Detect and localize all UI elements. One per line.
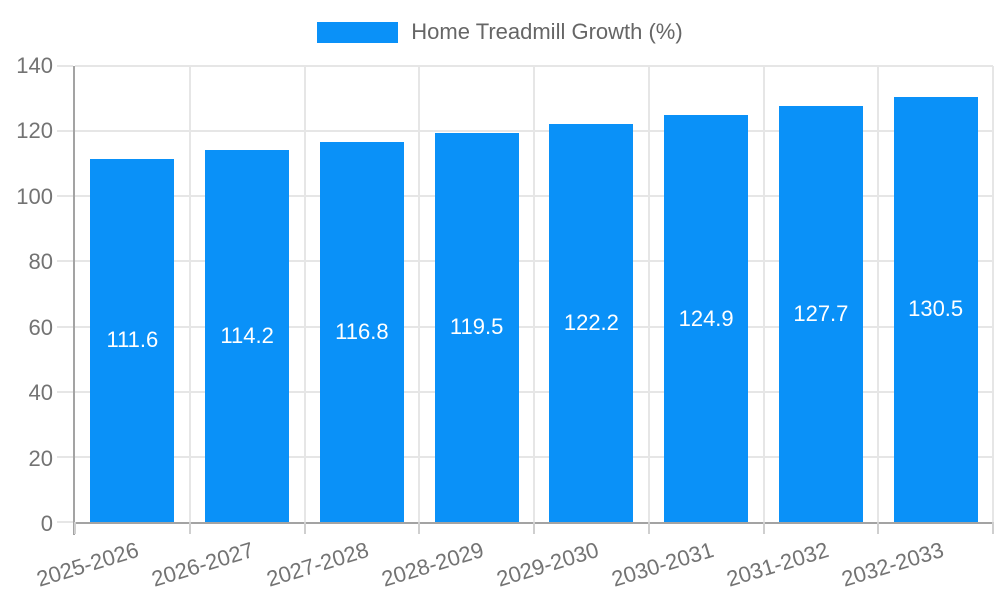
x-tick: [992, 522, 994, 534]
bar-value-label: 119.5: [449, 314, 504, 340]
y-tick: [57, 195, 73, 198]
y-axis-tick-label: 0: [40, 511, 53, 536]
x-axis-tick-label: 2026-2027: [148, 537, 257, 592]
bar[interactable]: 122.2: [549, 123, 634, 522]
bar[interactable]: 127.7: [778, 106, 863, 522]
bar[interactable]: 130.5: [893, 96, 978, 522]
bar-value-label: 116.8: [335, 318, 389, 344]
bar-value-label: 124.9: [678, 305, 734, 331]
y-tick: [57, 260, 73, 263]
x-tick: [303, 522, 306, 534]
x-axis-tick-label: 2030-2031: [608, 537, 717, 592]
bar[interactable]: 124.9: [664, 115, 749, 522]
bar-value-label: 122.2: [563, 309, 619, 335]
x-gridline: [418, 66, 421, 522]
x-axis-tick-label: 2028-2029: [378, 537, 487, 592]
bar[interactable]: 111.6: [90, 158, 175, 522]
y-axis-tick-label: 60: [28, 314, 53, 340]
y-tick: [57, 390, 73, 393]
plot-area: 111.6 114.2 116.8 119.5 122.2 124.9 127.7 130.5: [57, 65, 994, 535]
x-axis-tick-label: 2031-2032: [723, 537, 832, 592]
x-tick: [647, 522, 650, 534]
y-axis-tick-label: 80: [28, 249, 53, 275]
bar-value-label: 111.6: [106, 327, 159, 353]
x-gridline: [188, 66, 191, 522]
x-axis-tick-label: 2025-2026: [33, 537, 142, 592]
x-gridline: [877, 66, 880, 522]
x-tick: [762, 522, 765, 534]
bar[interactable]: 116.8: [319, 141, 404, 522]
bar-value-label: 127.7: [793, 301, 849, 327]
x-gridline: [992, 66, 994, 522]
legend-swatch: [317, 21, 399, 43]
x-tick: [533, 522, 535, 534]
x-axis-tick-label: 2029-2030: [493, 537, 602, 592]
x-axis-tick-label: 2032-2033: [838, 537, 947, 592]
bar[interactable]: 114.2: [205, 150, 290, 522]
x-gridline: [303, 66, 306, 522]
bar[interactable]: 119.5: [434, 132, 519, 522]
y-axis-tick-label: 120: [16, 118, 53, 144]
y-tick: [57, 65, 73, 67]
x-tick: [877, 522, 880, 534]
y-tick: [57, 325, 73, 328]
x-gridline: [533, 66, 535, 522]
x-axis-tick-label: 2027-2028: [263, 537, 372, 592]
y-tick: [57, 521, 73, 523]
x-gridline: [647, 66, 650, 522]
y-tick: [57, 455, 73, 458]
x-tick: [188, 522, 191, 534]
y-axis-tick-label: 40: [28, 380, 53, 406]
x-tick: [74, 522, 76, 534]
chart-legend-item[interactable]: Home Treadmill Growth (%): [0, 17, 1000, 47]
y-tick: [57, 130, 73, 133]
bar-value-label: 114.2: [220, 323, 274, 349]
y-axis-tick-label: 100: [16, 183, 53, 209]
x-gridline: [762, 66, 765, 522]
x-tick: [418, 522, 421, 534]
y-axis-labels: 0 20 40 60 80 100 120 140: [0, 53, 53, 536]
y-axis-tick-label: 140: [16, 53, 53, 78]
legend-label: Home Treadmill Growth (%): [411, 19, 683, 44]
y-axis-tick-label: 20: [28, 445, 53, 471]
bar-value-label: 130.5: [908, 296, 964, 322]
x-axis-labels: 2025-2026 2026-2027 2027-2028 2028-2029 2029…: [34, 537, 993, 597]
